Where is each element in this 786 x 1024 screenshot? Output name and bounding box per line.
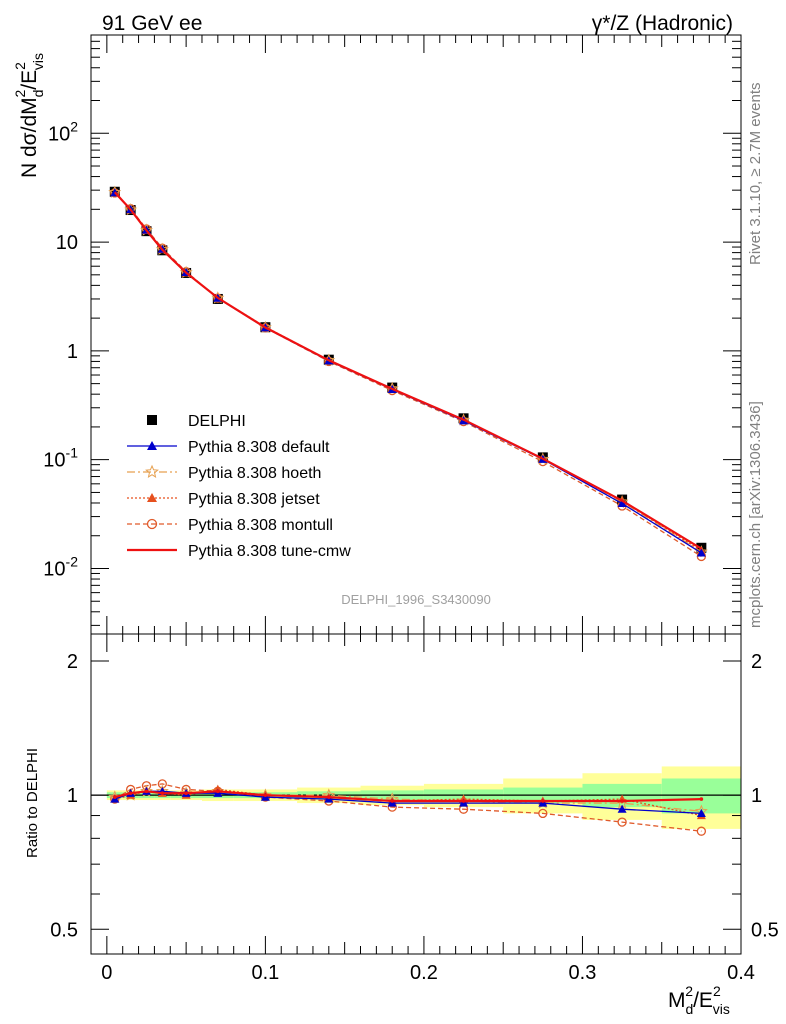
main-y-tick-label: 10 [56,232,78,254]
legend-label: Pythia 8.308 tune-cmw [188,543,351,560]
legend-label: Pythia 8.308 default [188,439,330,456]
legend-marker [147,493,157,502]
main-y-axis-label: N dσ/dMd2/E2 vis [12,53,46,178]
ratio-point-tune-cmw [144,789,149,794]
ratio-point-montull [696,826,707,836]
series-point-default [696,548,706,557]
legend-marker [145,464,159,478]
legend-label: Pythia 8.308 jetset [188,491,320,508]
ratio-point-default [696,808,706,818]
ratio-point-tune-cmw [327,795,331,799]
x-tick-label: 0.3 [569,962,597,984]
series-point-default [617,498,627,508]
series-line-tune-cmw [113,191,702,550]
ratio-point-tune-cmw [128,791,133,796]
ratio-y-tick-label: 2 [67,651,78,673]
ratio-y-axis-label: Ratio to DELPHI [24,748,41,858]
ratio-frame [90,633,742,955]
ratio-point-tune-cmw [699,797,704,801]
legend: DELPHI Pythia 8.308 default Pythia 8.308 h… [127,413,351,560]
ratio-y-tick-label: 1 [67,785,78,807]
ratio-uncertainty-bands [106,766,741,829]
ratio-point-tune-cmw [461,799,466,803]
ratio-point-default [617,804,627,813]
main-series-group [108,185,708,562]
ratio-point-tune-cmw [160,791,165,796]
x-tick-labels: 0 0.1 0.2 0.3 0.4 [101,962,755,984]
legend-marker [147,441,157,450]
x-tick-label: 0.2 [410,962,438,984]
main-y-tick-label: 102 [48,118,78,145]
x-axis-label: Md2/E2 vis [668,983,730,1017]
main-y-tick-label: 10-1 [43,445,78,472]
x-tick-label: 0.1 [251,962,279,984]
ratio-point-tune-cmw [620,799,624,803]
process-label: γ*/Z (Hadronic) [592,12,733,35]
ratio-point-tune-cmw [390,799,395,803]
mcplots-label: mcplots.cern.ch [arXiv:1306.3436] [747,401,764,628]
ratio-band-inner [661,778,741,814]
ratio-point-tune-cmw [541,799,545,803]
ratio-y-tick-label-right: 1 [751,785,762,807]
ratio-panel: 0.5 0.5 1 1 2 2 0 0.1 0.2 0.3 0.4 [50,633,779,984]
ratio-point-montull [538,808,548,819]
main-y-tick-labels: 10-2 10-1 1 10 102 [43,118,78,580]
ratio-point-montull [617,817,627,827]
legend-marker [146,518,158,530]
ratio-point-tune-cmw [184,791,188,796]
energy-label: 91 GeV ee [102,12,202,35]
legend-label: Pythia 8.308 montull [188,517,333,534]
ratio-point-tune-cmw [112,795,117,799]
main-axis-ticks [91,34,742,634]
analysis-label: DELPHI_1996_S3430090 [341,592,491,607]
x-tick-label: 0.4 [727,962,755,984]
ratio-y-tick-label: 0.5 [50,919,78,941]
ratio-point-tune-cmw [216,789,220,794]
main-panel: 10-2 10-1 1 10 102 DELPHI_1996_S3430090 DELP… [43,34,742,635]
main-y-tick-label: 1 [67,341,78,363]
ratio-series-group [108,779,708,836]
legend-label: Pythia 8.308 hoeth [188,465,321,482]
ratio-y-tick-labels: 0.5 0.5 1 1 2 2 [50,651,779,941]
ratio-y-tick-label-right: 2 [751,651,762,673]
legend-marker-delphi [147,415,157,425]
rivet-label: Rivet 3.1.10, ≥ 2.7M events [747,83,764,266]
ratio-point-tune-cmw [263,793,268,797]
ratio-y-tick-label-right: 0.5 [751,919,779,941]
main-y-tick-label: 10-2 [43,553,78,580]
legend-label: DELPHI [188,413,246,430]
x-tick-label: 0 [101,962,112,984]
